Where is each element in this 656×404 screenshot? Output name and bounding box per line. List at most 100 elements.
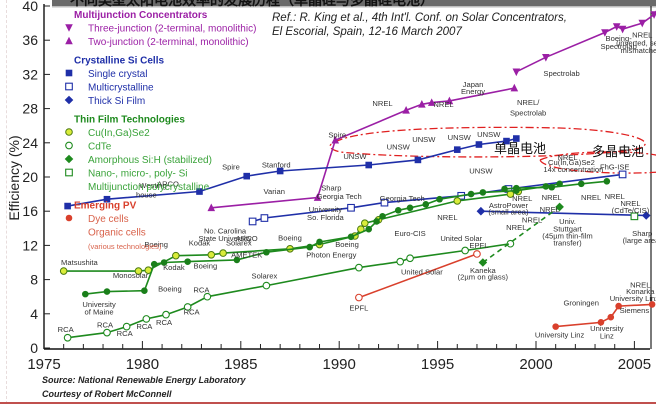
circle-marker — [379, 213, 386, 220]
data-label: Konarka — [626, 287, 655, 296]
open-circle-marker — [162, 310, 170, 319]
open-square-marker — [618, 170, 627, 179]
bottom-rule — [0, 402, 656, 404]
mono-cell-annotation: 单晶电池 — [494, 141, 546, 156]
mono-ellipse — [329, 126, 646, 158]
data-label: NREL/ — [517, 98, 540, 107]
square-marker — [513, 135, 520, 142]
data-label: RCA — [184, 308, 201, 317]
circle-marker — [160, 259, 168, 266]
x-tick-label: 1985 — [224, 356, 257, 373]
circle-marker — [603, 177, 611, 185]
y-tick-label: 8 — [30, 272, 38, 288]
cigs-marker — [59, 267, 68, 275]
series-line — [482, 206, 561, 264]
data-label: EPFL — [469, 241, 488, 250]
y-tick-label: 24 — [22, 135, 38, 151]
open-circle-marker — [506, 239, 515, 248]
y-tick-label: 4 — [30, 306, 38, 322]
data-label: NREL — [581, 193, 601, 202]
y-tick-label: 28 — [22, 101, 38, 117]
data-label: State University — [198, 234, 251, 243]
triangle-down-marker — [65, 24, 73, 32]
circle-marker — [103, 288, 111, 295]
data-label: Boeing — [144, 240, 168, 249]
y-tick-label: 20 — [22, 169, 38, 185]
data-label: So. Florida — [307, 213, 344, 222]
series-line — [515, 10, 656, 73]
data-label: Kodak — [163, 263, 185, 272]
diamond-marker — [64, 154, 74, 164]
triangle-up-marker — [207, 203, 216, 212]
data-label: Boeing — [335, 240, 359, 249]
circle-marker — [548, 183, 556, 191]
legend-entry-label: (various technologies) — [88, 242, 162, 251]
open-circle-marker — [355, 293, 363, 302]
data-label: (45µm thin-film — [542, 232, 592, 241]
circle-marker — [184, 258, 191, 265]
series-amorphous-si-h — [82, 180, 563, 298]
data-label: Spectrolab — [543, 69, 579, 78]
data-label: UNSW — [477, 130, 501, 139]
data-label: Boeing — [158, 285, 182, 294]
circle-marker — [141, 287, 148, 295]
circle-marker — [542, 183, 550, 190]
data-label: University Linz — [610, 294, 656, 303]
square-marker — [243, 172, 251, 180]
data-label: Sharp — [632, 229, 652, 238]
circle-marker — [648, 301, 656, 308]
square-marker — [414, 156, 422, 164]
y-tick-label: 36 — [22, 32, 38, 48]
y-axis-label: Efficiency (%) — [6, 135, 22, 220]
triangle-down-marker — [650, 11, 656, 19]
circle-marker — [513, 184, 520, 192]
data-label: RCA — [193, 285, 210, 294]
cigs-marker — [453, 197, 462, 205]
data-label: Photon Energy — [306, 250, 356, 259]
y-tick-label: 16 — [22, 203, 38, 219]
triangle-up-marker — [65, 36, 73, 45]
data-label: University — [309, 205, 343, 214]
data-label: Euro-CIS — [394, 229, 425, 238]
legend-entry-label: Amorphous Si:H (stabilized) — [88, 155, 212, 166]
triangle-down-marker — [512, 68, 521, 77]
legend-entry-label: Nano-, micro-, poly- Si — [88, 169, 187, 180]
series-cdte — [63, 239, 515, 342]
open-circle-marker — [203, 292, 212, 301]
open-circle-marker — [406, 254, 414, 263]
source-line-2: Courtesy of Robert McConnell — [42, 389, 172, 399]
y-tick-label: 32 — [22, 66, 38, 82]
y-tick-label: 0 — [30, 340, 38, 356]
data-label: Energy — [461, 87, 485, 96]
data-label: Boeing- — [606, 34, 633, 43]
data-label: AstroPower — [489, 201, 529, 210]
legend-entry-label: Multicrystalline — [88, 83, 154, 94]
top-banner-text: 不同类型太阳电池效率的发展历程（单晶硅与多晶硅电池） — [70, 0, 434, 8]
circle-marker — [316, 238, 323, 246]
cigs-marker — [219, 249, 227, 257]
data-label: NREL — [433, 100, 453, 109]
data-label: NREL — [630, 280, 650, 289]
data-label: NREL — [557, 153, 577, 162]
legend-entry-label: Multijunction polycrystalline — [88, 182, 210, 193]
triangle-up-marker — [445, 96, 454, 105]
triangle-down-marker — [601, 29, 609, 37]
annotation-ellipses — [329, 126, 656, 174]
circle-marker — [306, 243, 313, 251]
data-label: of Maine — [85, 308, 114, 317]
data-label: RCA — [136, 322, 153, 331]
circle-marker — [501, 185, 508, 193]
open-circle-marker — [461, 246, 470, 255]
data-label: Monosolar — [113, 271, 149, 280]
square-marker — [365, 161, 373, 169]
open-circle-marker — [183, 303, 192, 311]
x-tick-label: 2005 — [618, 356, 651, 373]
data-label: AMETEK — [231, 250, 262, 259]
data-label: Boeing — [278, 233, 302, 242]
data-label: RCA — [156, 318, 173, 327]
data-label: RCA — [97, 320, 114, 329]
circle-marker — [263, 248, 270, 256]
data-label: ARCO — [236, 234, 258, 243]
